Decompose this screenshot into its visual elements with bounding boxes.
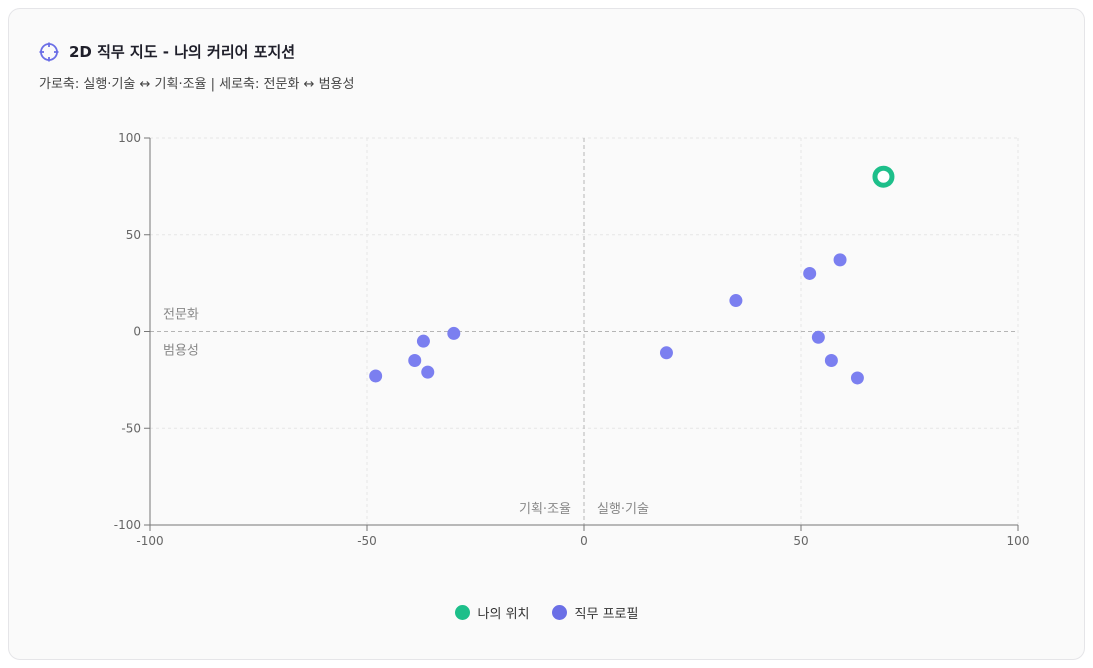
legend-label-jobs: 직무 프로필 <box>574 607 639 622</box>
legend-item-me[interactable]: 나의 위치 <box>454 603 530 622</box>
chart-title: 2D 직무 지도 - 나의 커리어 포지션 <box>69 43 296 61</box>
axis-end-label-left: 기획·조율 <box>519 502 571 517</box>
chart-subtitle: 가로축: 실행·기술 ↔ 기획·조율 | 세로축: 전문화 ↔ 범용성 <box>39 77 355 92</box>
x-tick-label-2: 0 <box>580 534 588 548</box>
legend: 나의 위치 직무 프로필 <box>0 603 1093 622</box>
my-position-point-0 <box>872 165 895 188</box>
quadrant-label-bottom-left: 범용성 <box>163 344 199 359</box>
y-tick-label-0: 100 <box>118 131 141 145</box>
job-profile-point-4 <box>447 326 461 340</box>
job-profile-point-8 <box>811 330 825 344</box>
job-profile-point-6 <box>729 294 743 308</box>
x-tick-label-4: 100 <box>1007 534 1030 548</box>
chart-card: 2D 직무 지도 - 나의 커리어 포지션 가로축: 실행·기술 ↔ 기획·조율… <box>8 8 1085 660</box>
y-tick-label-4: -100 <box>114 518 141 532</box>
legend-marker-me <box>454 605 470 620</box>
job-profile-point-11 <box>850 371 864 385</box>
legend-item-jobs[interactable]: 직무 프로필 <box>551 603 639 622</box>
y-tick-label-3: -50 <box>121 421 141 435</box>
job-profile-point-7 <box>803 266 817 280</box>
title-row: 2D 직무 지도 - 나의 커리어 포지션 <box>39 41 295 62</box>
job-profile-point-9 <box>824 354 838 368</box>
job-profile-point-5 <box>659 346 673 360</box>
job-profile-point-10 <box>833 253 847 267</box>
job-profile-point-2 <box>416 334 430 348</box>
legend-marker-jobs <box>551 605 567 620</box>
y-tick-label-1: 50 <box>126 228 141 242</box>
legend-label-me: 나의 위치 <box>477 607 530 622</box>
crosshair-icon <box>39 42 59 61</box>
x-tick-label-1: -50 <box>357 534 377 548</box>
quadrant-label-top-left: 전문화 <box>163 308 199 323</box>
y-tick-label-2: 0 <box>133 325 141 339</box>
job-profile-point-0 <box>369 369 383 383</box>
job-profile-point-3 <box>421 365 435 379</box>
axis-end-label-right: 실행·기술 <box>597 501 649 517</box>
x-tick-label-3: 50 <box>793 534 808 548</box>
job-profile-point-1 <box>408 354 422 368</box>
x-tick-label-0: -100 <box>136 534 163 548</box>
